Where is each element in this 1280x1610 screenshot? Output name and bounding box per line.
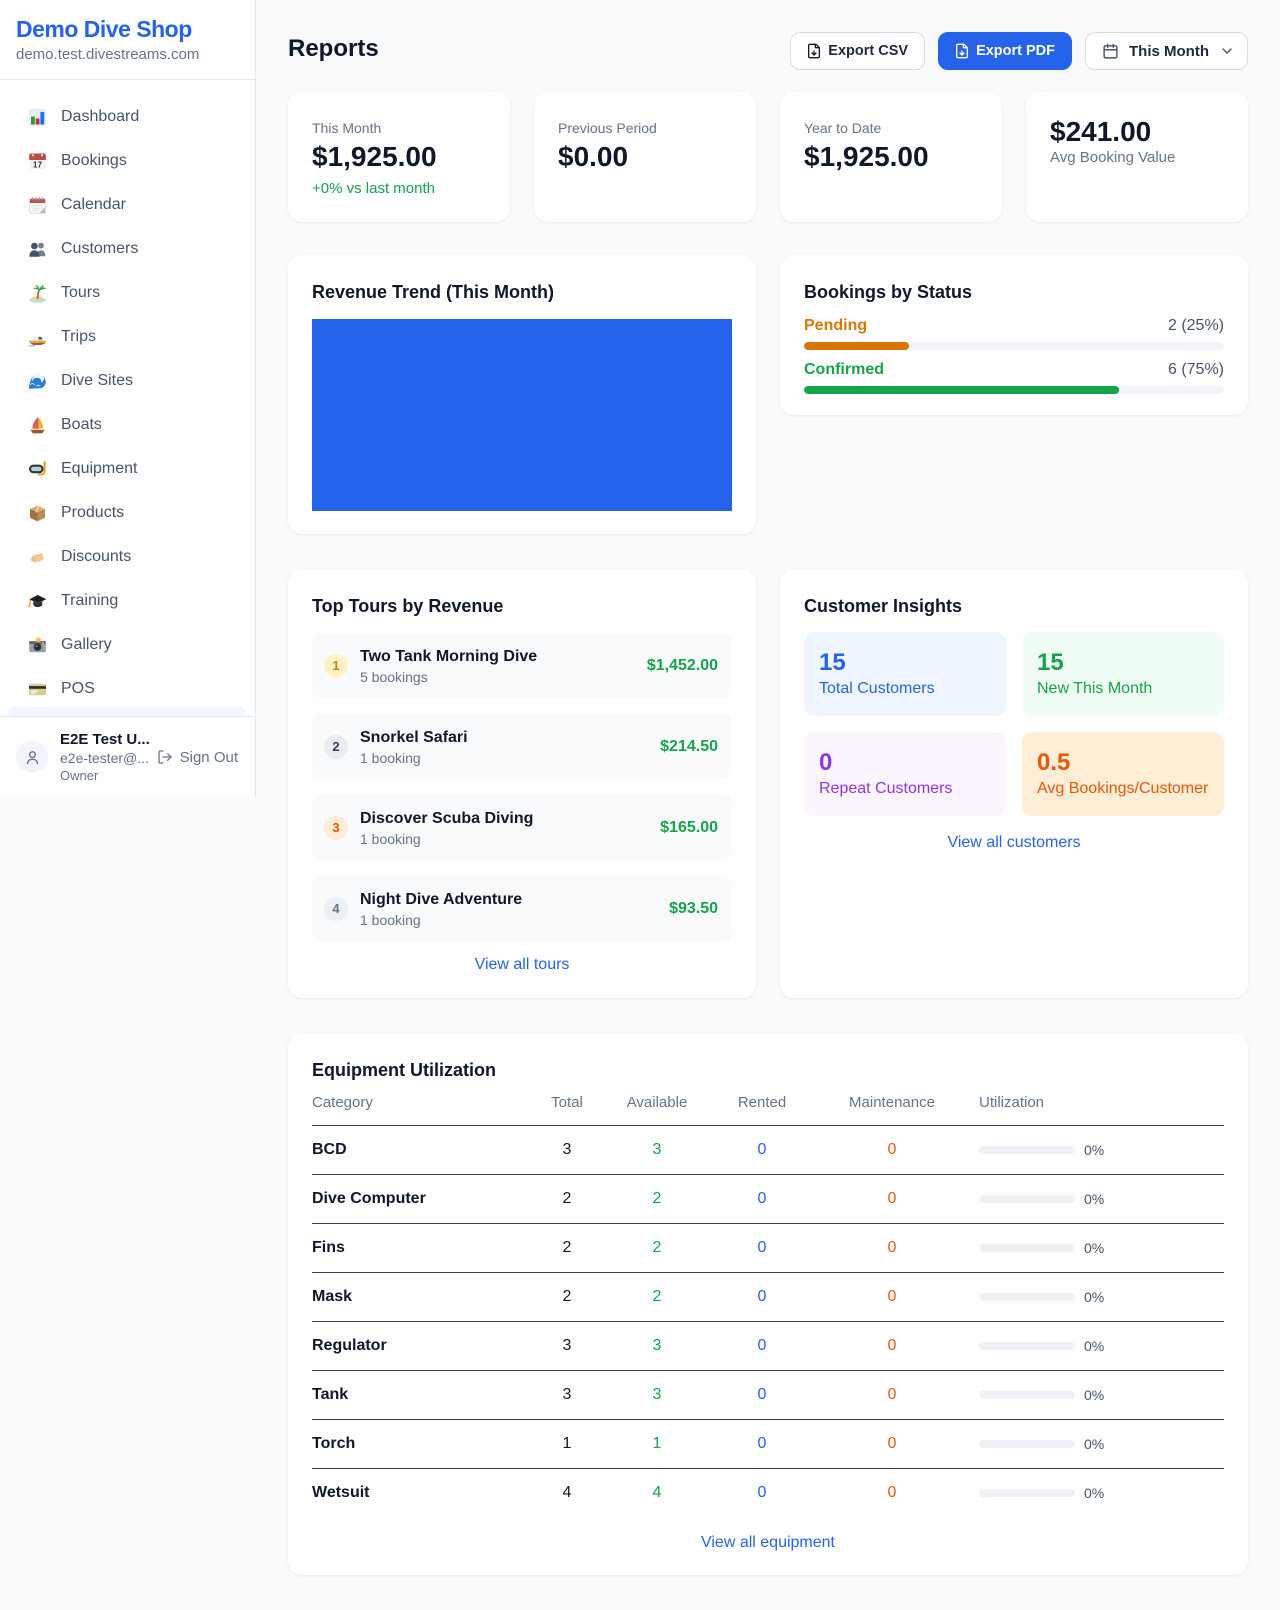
svg-text:17: 17: [33, 159, 43, 169]
